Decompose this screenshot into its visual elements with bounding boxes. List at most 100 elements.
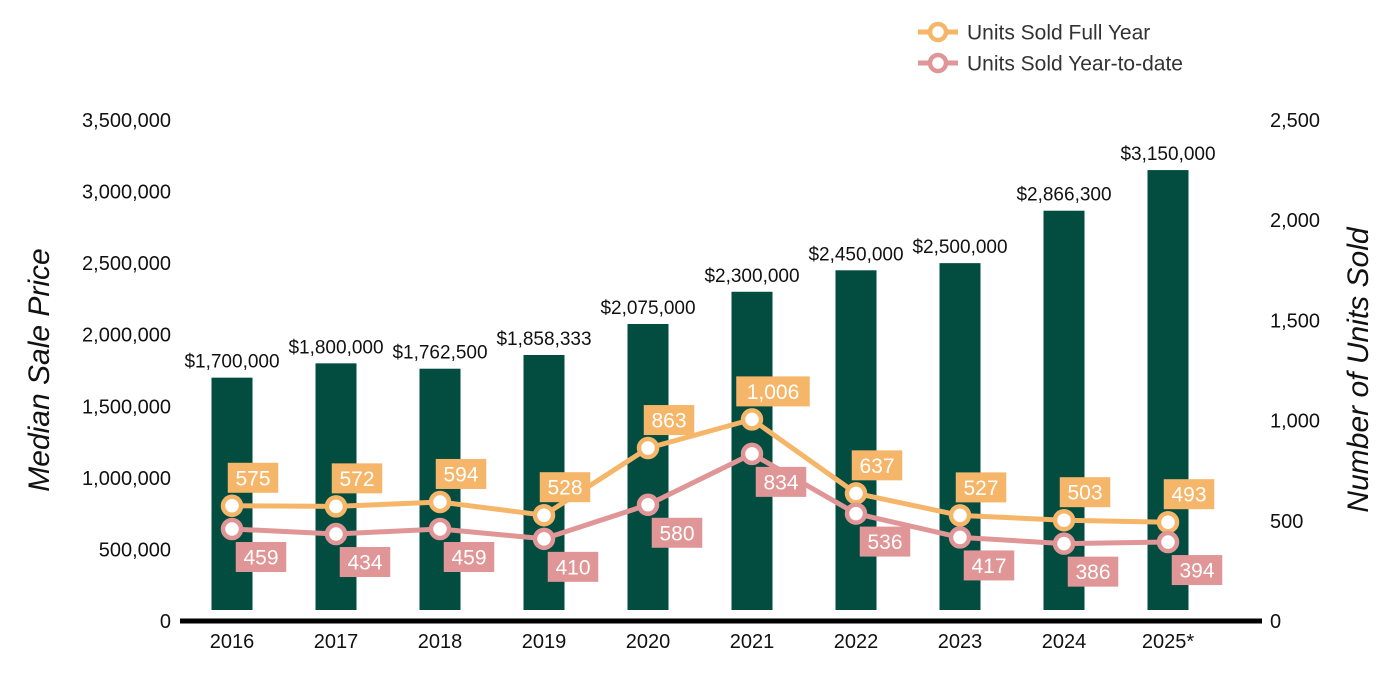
x-tick-label: 2022 <box>834 631 879 653</box>
legend-swatch-marker <box>927 21 949 43</box>
point-data-label: 594 <box>443 463 478 486</box>
y2-tick-label: 2,500 <box>1270 110 1320 132</box>
bar-data-label: $2,500,000 <box>912 237 1007 258</box>
point-label-box <box>539 472 591 503</box>
point-label-box <box>235 542 287 573</box>
series-line <box>231 451 1169 547</box>
bar-data-label: $1,762,500 <box>392 343 487 364</box>
y2-axis: 0 500 1,000 1,500 2,000 2,500 <box>1270 110 1320 633</box>
series-line <box>231 416 1169 525</box>
series-point <box>636 436 660 460</box>
point-data-label: 834 <box>763 471 798 494</box>
series-point <box>948 504 972 527</box>
bar-data-label: $2,300,000 <box>704 266 799 287</box>
point-label-box <box>339 547 391 578</box>
bar-data-label: $2,075,000 <box>600 298 695 319</box>
point-label-box <box>1171 555 1223 586</box>
bar <box>419 368 461 610</box>
point-data-label: 536 <box>867 531 902 554</box>
series-point <box>532 503 556 527</box>
series-point <box>740 408 764 431</box>
series-point <box>220 494 244 518</box>
bar-data-label: $1,800,000 <box>288 337 383 358</box>
bar-data-label: $2,866,300 <box>1016 185 1111 206</box>
point-label-box <box>643 405 695 436</box>
series-point <box>1156 510 1180 534</box>
point-label-box <box>736 376 810 407</box>
point-data-label: 572 <box>339 468 374 491</box>
bar-data-label: $1,858,333 <box>496 329 591 350</box>
series-point <box>532 527 556 551</box>
point-label-box <box>859 526 911 557</box>
point-data-label: 386 <box>1075 561 1110 584</box>
series-point <box>844 502 868 525</box>
point-label-box <box>955 472 1007 503</box>
point-label-box <box>651 517 703 548</box>
point-data-label: 503 <box>1067 482 1102 505</box>
x-tick-label: 2025* <box>1142 631 1194 653</box>
y2-axis-title: Number of Units Sold <box>1342 226 1375 512</box>
point-label-box <box>547 551 599 582</box>
point-data-label: 417 <box>971 555 1006 578</box>
x-tick-label: 2024 <box>1042 631 1087 653</box>
y-tick-label: 500,000 <box>99 539 171 561</box>
point-data-label: 1,006 <box>747 381 800 404</box>
point-data-label: 394 <box>1179 560 1214 583</box>
bar <box>835 270 877 610</box>
y2-tick-label: 1,500 <box>1270 310 1320 332</box>
point-data-label: 575 <box>235 467 270 490</box>
y-axis: 0 500,000 1,000,000 1,500,000 2,000,000 2,500… <box>82 110 171 633</box>
point-data-label: 434 <box>347 552 382 575</box>
point-data-label: 459 <box>451 547 486 570</box>
point-label-box <box>1059 477 1111 508</box>
bar-data-label: $1,700,000 <box>184 352 279 373</box>
point-data-label: 410 <box>555 556 590 579</box>
bar <box>211 377 253 610</box>
x-tick-label: 2018 <box>418 631 463 653</box>
x-axis: 2016 2017 2018 2019 2020 2021 2022 2023 2024 2025… <box>210 631 1195 653</box>
y-tick-label: 2,000,000 <box>82 325 171 347</box>
point-label-box <box>435 458 487 489</box>
bar-data-label: $3,150,000 <box>1120 144 1215 165</box>
bar <box>627 323 669 610</box>
series-point <box>324 495 348 518</box>
series-point <box>1156 530 1180 554</box>
legend-swatch-marker <box>927 52 949 74</box>
point-label-box <box>963 550 1015 581</box>
point-label-box <box>1163 479 1215 510</box>
y-axis-title: Median Sale Price <box>23 248 56 491</box>
legend-label: Units Sold Year-to-date <box>967 53 1183 76</box>
point-label-box <box>227 462 279 493</box>
point-data-label: 528 <box>547 477 582 500</box>
y-tick-label: 1,500,000 <box>82 396 171 418</box>
point-data-label: 459 <box>243 547 278 570</box>
series-point <box>1052 508 1076 532</box>
x-tick-label: 2016 <box>210 631 255 653</box>
y-tick-label: 2,500,000 <box>82 253 171 275</box>
point-labels: 575 572 594 528 863 1,006 637 527 503 493 459 434 45… <box>227 376 1223 587</box>
point-data-label: 527 <box>963 477 998 500</box>
point-label-box <box>755 466 807 497</box>
x-tick-label: 2017 <box>314 631 359 653</box>
y-tick-label: 1,000,000 <box>82 468 171 490</box>
y-tick-label: 0 <box>160 611 171 633</box>
series-point <box>428 490 452 514</box>
series-point <box>636 493 660 517</box>
y-tick-label: 3,500,000 <box>82 110 171 132</box>
point-data-label: 493 <box>1171 484 1206 507</box>
series-point <box>844 482 868 505</box>
y2-tick-label: 2,000 <box>1270 210 1320 232</box>
x-tick-label: 2023 <box>938 631 983 653</box>
series-point <box>1052 532 1076 555</box>
point-label-box <box>443 542 495 573</box>
series-point <box>220 517 244 541</box>
point-label-box <box>1067 556 1119 587</box>
legend: Units Sold Full Year Units Sold Year-to-d… <box>918 22 1183 76</box>
point-data-label: 637 <box>859 455 894 478</box>
point-label-box <box>331 463 383 494</box>
series-point <box>324 522 348 546</box>
series-point <box>948 526 972 549</box>
line-series <box>220 408 1180 555</box>
point-data-label: 580 <box>659 522 694 545</box>
